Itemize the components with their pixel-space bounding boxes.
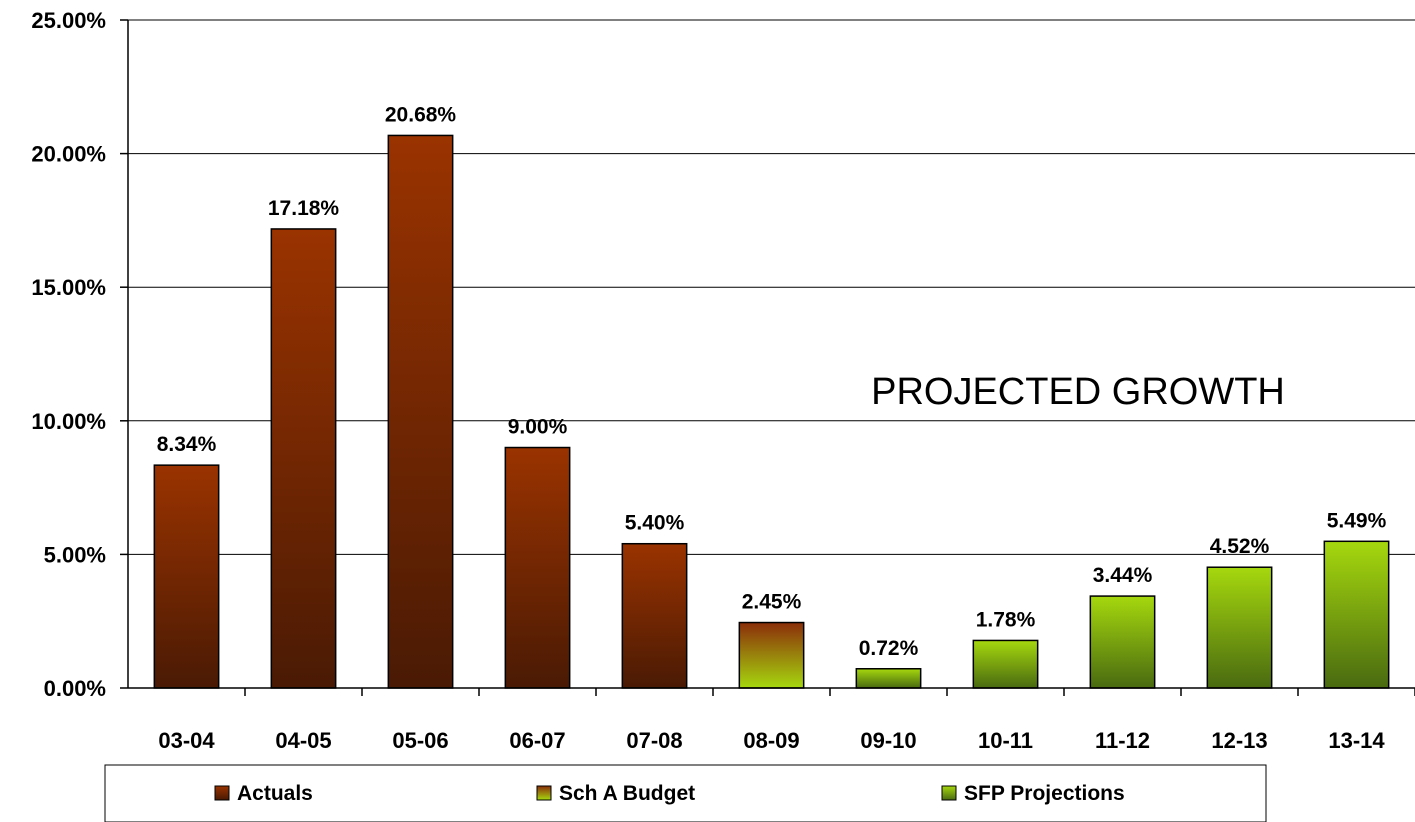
y-tick-label: 15.00% [31,275,106,300]
x-tick-label-11-12: 11-12 [1095,728,1150,753]
legend-swatch-2 [941,785,957,801]
x-tick-label-06-07: 06-07 [509,728,565,753]
legend-label-0: Actuals [237,782,313,805]
data-label-07-08: 5.40% [625,512,685,535]
x-tick-label-12-13: 12-13 [1211,728,1267,753]
data-labels: 8.34% 17.18% 20.68% 9.00% 5.40% 2.45% 0.72% 1.7… [157,103,1387,659]
bar-12-13 [1206,566,1273,689]
legend-swatch-1 [536,785,552,801]
x-tick-label-03-04: 03-04 [158,728,215,753]
data-label-09-10: 0.72% [859,637,919,660]
y-tick-label: 0.00% [44,676,106,701]
x-tick-label-13-14: 13-14 [1328,728,1385,753]
data-label-08-09: 2.45% [742,591,802,614]
legend-box [104,764,1267,822]
bar-09-10 [855,668,922,689]
data-label-04-05: 17.18% [268,197,340,220]
x-tick-label-07-08: 07-08 [626,728,682,753]
bars [153,134,1390,689]
data-label-10-11: 1.78% [976,608,1036,631]
bar-05-06 [387,134,454,689]
x-tick-label-10-11: 10-11 [978,728,1033,753]
bar-04-05 [270,228,337,689]
y-tick-label: 5.00% [44,542,106,567]
bar-08-09 [738,621,805,689]
y-tick-label: 25.00% [31,8,106,33]
bar-07-08 [621,542,688,689]
x-axis-ticks: 03-04 04-05 05-06 06-07 07-08 08-09 09-10 10-11… [158,688,1415,753]
y-tick-label: 20.00% [31,142,106,167]
projected-growth-annotation: PROJECTED GROWTH [871,371,1285,413]
data-label-05-06: 20.68% [385,103,457,126]
x-tick-label-09-10: 09-10 [860,728,916,753]
data-label-03-04: 8.34% [157,433,217,456]
bar-11-12 [1089,595,1156,689]
data-label-13-14: 5.49% [1327,509,1387,532]
data-label-06-07: 9.00% [508,416,568,439]
bar-06-07 [504,446,571,689]
x-tick-label-05-06: 05-06 [392,728,448,753]
legend-label-2: SFP Projections [964,782,1125,805]
bar-10-11 [972,639,1039,689]
legend-swatch-0 [214,785,230,801]
bar-13-14 [1323,540,1390,689]
y-axis-ticks: 0.00% 5.00% 10.00% 15.00% 20.00% 25.00% [31,8,128,701]
y-tick-label: 10.00% [31,409,106,434]
data-label-12-13: 4.52% [1210,535,1270,558]
gridlines [128,19,1415,555]
data-label-11-12: 3.44% [1093,564,1153,587]
x-tick-label-04-05: 04-05 [275,728,331,753]
bar-03-04 [153,464,220,689]
x-tick-label-08-09: 08-09 [743,728,799,753]
legend-label-1: Sch A Budget [559,782,695,805]
legend: Actuals Sch A Budget SFP Projections [214,782,1125,805]
